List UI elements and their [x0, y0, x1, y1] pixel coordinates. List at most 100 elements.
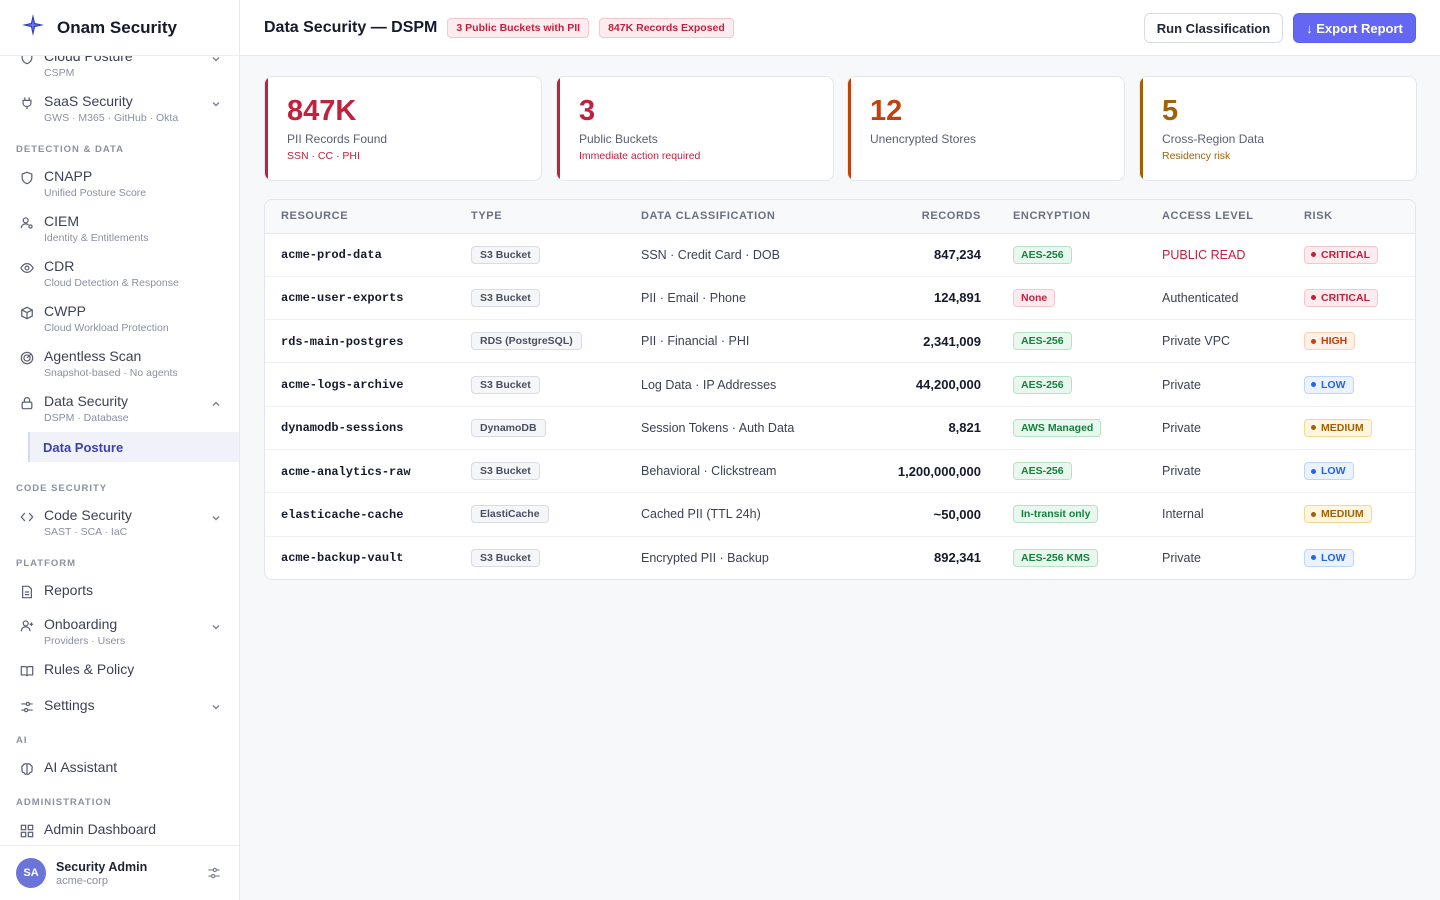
cell-spacer	[999, 233, 1013, 277]
sidebar-subitem-data-posture[interactable]: Data Posture	[28, 432, 239, 462]
record-count: 847,234	[934, 247, 981, 263]
table-row[interactable]: acme-backup-vault S3 Bucket Encrypted PII …	[265, 536, 1415, 579]
user-profile[interactable]: SA Security Admin acme-corp	[0, 845, 239, 900]
sidebar-item-onboarding[interactable]: Onboarding Providers · Users	[0, 615, 239, 651]
table-row[interactable]: acme-logs-archive S3 Bucket Log Data · IP …	[265, 362, 1415, 407]
encryption-badge: AES-256 KMS	[1013, 548, 1098, 567]
sidebar-item-cdr[interactable]: CDR Cloud Detection & Response	[0, 257, 239, 293]
data-classification: Behavioral · Clickstream	[641, 464, 777, 479]
table-row[interactable]: elasticache-cache ElastiCache Cached PII (…	[265, 492, 1415, 537]
table-row[interactable]: dynamodb-sessions DynamoDB Session Tokens …	[265, 406, 1415, 450]
sidebar-item-data-security[interactable]: Data Security DSPM · Database	[0, 392, 239, 428]
resource-name[interactable]: acme-logs-archive	[281, 378, 404, 393]
resource-type-chip: S3 Bucket	[471, 288, 540, 307]
record-count: 44,200,000	[915, 377, 981, 393]
column-header-classification[interactable]: DATA CLASSIFICATION	[641, 200, 867, 234]
sidebar-item-label: Cloud Posture	[44, 56, 133, 64]
sidebar-item-code-security[interactable]: Code Security SAST · SCA · IaC	[0, 506, 239, 542]
alert-badge: 847K Records Exposed	[599, 17, 734, 38]
resource-name[interactable]: acme-analytics-raw	[281, 464, 411, 479]
sliders-icon	[20, 700, 34, 714]
risk-badge: HIGH	[1304, 332, 1356, 351]
sidebar-item-cnapp[interactable]: CNAPP Unified Posture Score	[0, 167, 239, 203]
stat-card-accent	[265, 77, 268, 180]
resource-name[interactable]: elasticache-cache	[281, 507, 404, 522]
section-administration: ADMINISTRATION	[16, 797, 112, 808]
settings-sliders-icon[interactable]	[207, 866, 221, 880]
risk-dot-icon	[1311, 555, 1316, 561]
access-level: PUBLIC READ	[1162, 247, 1246, 262]
sidebar-item-ciem[interactable]: CIEM Identity & Entitlements	[0, 212, 239, 248]
record-count: ~50,000	[933, 506, 981, 522]
resource-type-chip: ElastiCache	[471, 505, 549, 524]
risk-dot-icon	[1311, 338, 1316, 344]
table-row[interactable]: acme-user-exports S3 Bucket PII · Email · …	[265, 276, 1415, 321]
record-count: 2,341,009	[923, 333, 981, 349]
risk-label: CRITICAL	[1321, 291, 1370, 304]
stat-label: PII Records Found	[287, 132, 388, 146]
sidebar-item-label: Reports	[44, 582, 94, 598]
brand[interactable]: Onam Security	[0, 0, 239, 56]
sidebar-item-label: Data Security	[44, 393, 129, 409]
record-count: 8,821	[948, 420, 981, 436]
column-header-records[interactable]: RECORDS	[867, 200, 999, 234]
section-detection-data: DETECTION & DATA	[16, 144, 125, 155]
sidebar-item-sublabel: Unified Posture Score	[44, 187, 147, 199]
record-count: 124,891	[934, 290, 981, 306]
sidebar-item-admin-dashboard[interactable]: Admin Dashboard	[0, 820, 239, 842]
column-header-type[interactable]: TYPE	[471, 200, 641, 234]
stat-card-cross-region: 5 Cross-Region Data Residency risk	[1139, 76, 1417, 181]
sidebar-nav[interactable]: Cloud Posture CSPM SaaS Security GWS · M36…	[0, 56, 239, 845]
chevron-down-icon[interactable]	[211, 99, 221, 109]
sidebar-item-reports[interactable]: Reports	[0, 581, 239, 603]
risk-label: MEDIUM	[1321, 508, 1364, 521]
radar-icon	[20, 351, 34, 365]
stat-card-pii-records: 847K PII Records Found SSN · CC · PHI	[264, 76, 542, 181]
chevron-down-icon[interactable]	[211, 56, 221, 64]
stat-card-unencrypted-stores: 12 Unencrypted Stores	[847, 76, 1125, 181]
sidebar-item-label: CNAPP	[44, 168, 93, 184]
plug-icon	[20, 96, 34, 110]
encryption-badge: AWS Managed	[1013, 418, 1102, 437]
encryption-badge: None	[1013, 288, 1056, 307]
column-header-access-level[interactable]: ACCESS LEVEL	[1162, 200, 1304, 234]
risk-dot-icon	[1311, 382, 1316, 388]
sidebar-item-sublabel: Cloud Detection & Response	[44, 277, 179, 289]
resource-name[interactable]: acme-backup-vault	[281, 551, 404, 566]
access-level: Private	[1162, 420, 1201, 435]
chevron-down-icon[interactable]	[211, 702, 221, 712]
resource-name[interactable]: acme-prod-data	[281, 248, 382, 263]
sidebar-item-rules-policy[interactable]: Rules & Policy	[0, 660, 239, 682]
stat-note: Residency risk	[1162, 150, 1231, 162]
column-header-risk[interactable]: RISK	[1304, 200, 1415, 234]
chevron-up-icon[interactable]	[211, 399, 221, 409]
sidebar-item-label: Onboarding	[44, 616, 118, 632]
sidebar-item-cwpp[interactable]: CWPP Cloud Workload Protection	[0, 302, 239, 338]
run-classification-button[interactable]: Run Classification	[1144, 13, 1283, 43]
sidebar-item-agentless-scan[interactable]: Agentless Scan Snapshot-based · No agents	[0, 347, 239, 383]
sidebar-item-settings[interactable]: Settings	[0, 696, 239, 718]
sidebar-item-saas-security[interactable]: SaaS Security GWS · M365 · GitHub · Okta	[0, 92, 239, 128]
sidebar-item-ai-assistant[interactable]: AI Assistant	[0, 758, 239, 780]
sidebar-item-sublabel: Identity & Entitlements	[44, 232, 149, 244]
resource-name[interactable]: acme-user-exports	[281, 291, 404, 306]
risk-badge: CRITICAL	[1304, 245, 1378, 264]
chevron-down-icon[interactable]	[211, 622, 221, 632]
sidebar-item-cloud-posture[interactable]: Cloud Posture CSPM	[0, 56, 239, 83]
chevron-down-icon[interactable]	[211, 513, 221, 523]
cell-spacer	[999, 276, 1013, 321]
brand-name: Onam Security	[57, 17, 177, 37]
risk-label: LOW	[1321, 551, 1346, 564]
column-header-resource[interactable]: RESOURCE	[265, 200, 471, 234]
table-row[interactable]: acme-prod-data S3 Bucket SSN · Credit Card…	[265, 233, 1415, 277]
export-report-button[interactable]: ↓ Export Report	[1293, 13, 1416, 43]
stat-value: 12	[870, 95, 903, 127]
table-row[interactable]: acme-analytics-raw S3 Bucket Behavioral · …	[265, 449, 1415, 494]
resource-type-chip: DynamoDB	[471, 418, 546, 437]
avatar: SA	[16, 858, 46, 888]
resource-type-chip: S3 Bucket	[471, 462, 540, 481]
column-header-encryption[interactable]: ENCRYPTION	[1013, 200, 1162, 234]
table-row[interactable]: rds-main-postgres RDS (PostgreSQL) PII · F…	[265, 319, 1415, 364]
resource-name[interactable]: dynamodb-sessions	[281, 421, 404, 436]
resource-name[interactable]: rds-main-postgres	[281, 334, 404, 349]
